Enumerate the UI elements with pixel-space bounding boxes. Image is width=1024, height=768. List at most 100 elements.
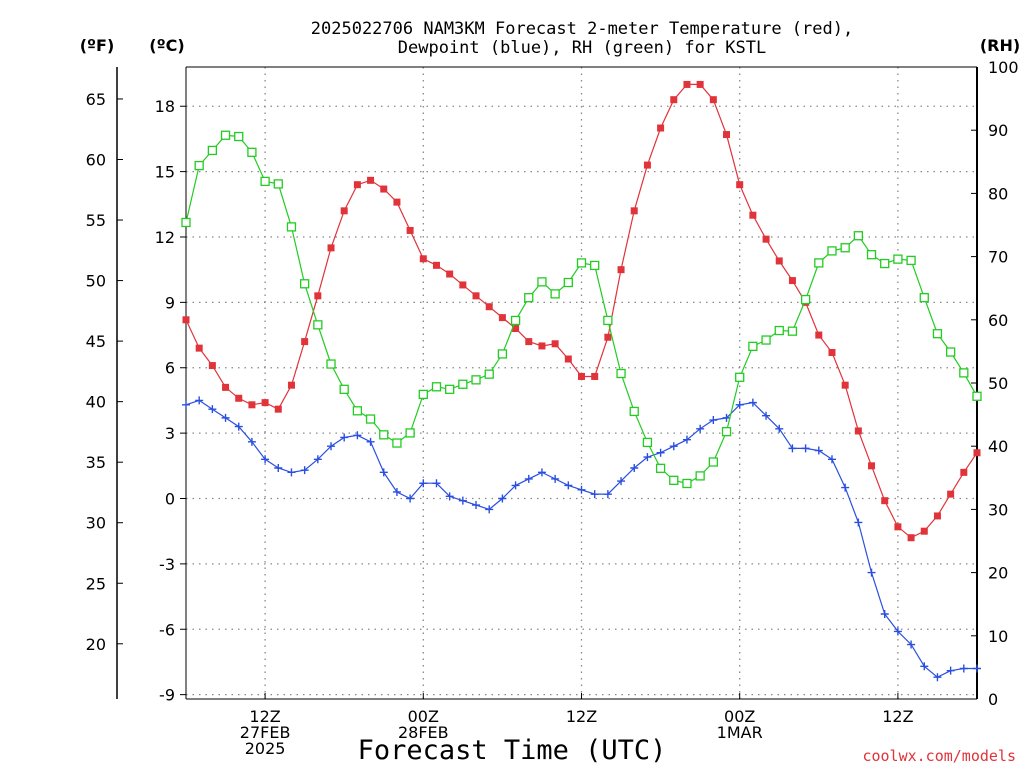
dewpoint-point xyxy=(340,433,349,442)
x-tick-label: 12Z xyxy=(249,707,280,726)
rh-point xyxy=(748,341,758,351)
temperature-point xyxy=(340,207,348,215)
x-tick-label: 00Z xyxy=(408,707,439,726)
dewpoint-point xyxy=(617,477,626,486)
temperature-point xyxy=(617,266,625,274)
rh-point xyxy=(774,325,784,336)
credit-label: coolwx.com/models xyxy=(862,747,1016,765)
dewpoint-point xyxy=(274,463,283,472)
rh-point xyxy=(392,438,402,448)
x-tick-label: 2025 xyxy=(245,739,286,758)
rh-tick-label: 100 xyxy=(988,58,1019,77)
fahrenheit-tick-label: 45 xyxy=(86,332,106,351)
rh-point xyxy=(616,368,626,379)
rh-tick-label: 20 xyxy=(988,564,1008,583)
rh-point xyxy=(840,243,850,253)
dewpoint-point xyxy=(247,437,256,446)
rh-point xyxy=(550,289,560,299)
rh-point xyxy=(207,145,218,156)
rh-tick-label: 40 xyxy=(988,437,1008,456)
temperature-point xyxy=(920,527,928,535)
dewpoint-point xyxy=(643,453,652,462)
rh-point xyxy=(695,471,705,481)
celsius-unit-label: (ºC) xyxy=(149,36,184,55)
dewpoint-point xyxy=(801,444,810,453)
rh-tick-label: 80 xyxy=(988,184,1008,203)
dewpoint-point xyxy=(577,485,586,494)
rh-point xyxy=(326,359,336,369)
x-tick-label: 12Z xyxy=(566,707,597,726)
dewpoint-point xyxy=(814,446,823,455)
temperature-point xyxy=(841,381,849,389)
celsius-tick-label: 15 xyxy=(155,163,175,182)
temperature-point xyxy=(709,96,717,104)
rh-point xyxy=(365,414,376,424)
dewpoint-point xyxy=(208,405,217,414)
temperature-point xyxy=(723,131,731,139)
temperature-point xyxy=(868,462,876,470)
temperature-point xyxy=(775,257,783,265)
temperature-point xyxy=(274,405,282,413)
dewpoint-point xyxy=(603,490,612,499)
temperature-point xyxy=(828,348,836,356)
dewpoint-point xyxy=(709,416,718,425)
temperature-point xyxy=(512,325,520,333)
dewpoint-point xyxy=(419,479,428,488)
dewpoint-point xyxy=(524,474,533,483)
rh-point xyxy=(537,277,547,287)
temperature-point xyxy=(222,383,230,391)
rh-tick-label: 70 xyxy=(988,248,1008,267)
dewpoint-point xyxy=(392,487,401,496)
x-axis-title: Forecast Time (UTC) xyxy=(358,735,667,766)
rh-unit-label: (RH) xyxy=(980,36,1020,55)
celsius-tick-label: 9 xyxy=(165,293,175,312)
rh-point xyxy=(827,246,837,256)
fahrenheit-tick-label: 30 xyxy=(86,514,106,533)
rh-point xyxy=(787,326,798,336)
fahrenheit-unit-label: (ºF) xyxy=(80,36,115,55)
dewpoint-point xyxy=(234,422,243,431)
rh-point xyxy=(379,430,389,440)
rh-point xyxy=(629,406,639,417)
rh-point xyxy=(352,406,363,416)
temperature-point xyxy=(446,270,454,278)
temperature-point xyxy=(551,340,559,348)
dewpoint-point xyxy=(762,411,771,420)
temperature-point xyxy=(947,490,955,498)
dewpoint-point xyxy=(432,479,441,488)
temperature-point xyxy=(736,181,744,189)
rh-point xyxy=(313,320,323,330)
rh-point xyxy=(273,179,283,189)
dewpoint-point xyxy=(827,455,836,464)
dewpoint-point xyxy=(946,666,955,675)
dewpoint-point xyxy=(261,455,270,464)
rh-point xyxy=(761,335,771,345)
rh-point xyxy=(906,255,916,266)
x-tick-label: 28FEB xyxy=(398,723,449,742)
dewpoint-point xyxy=(221,413,230,422)
temperature-point xyxy=(459,281,467,289)
rh-tick-label: 50 xyxy=(988,374,1008,393)
dewpoint-point xyxy=(735,400,744,409)
dewpoint-point xyxy=(366,437,375,446)
chart-title-line-1: 2025022706 NAM3KM Forecast 2-meter Tempe… xyxy=(311,19,853,39)
series-layer xyxy=(181,80,982,682)
rh-tick-label: 90 xyxy=(988,121,1008,140)
temperature-point xyxy=(419,255,427,263)
rh-point xyxy=(418,389,428,400)
dewpoint-point xyxy=(893,627,902,636)
temperature-point xyxy=(591,372,599,380)
grid-layer xyxy=(186,67,977,699)
temperature-point xyxy=(907,534,915,542)
temperature-point xyxy=(314,292,322,300)
temperature-point xyxy=(380,185,388,193)
x-tick-label: 27FEB xyxy=(240,723,291,742)
dewpoint-point xyxy=(907,640,916,649)
temperature-point xyxy=(208,362,216,370)
temperature-point xyxy=(683,80,691,88)
dewpoint-point xyxy=(669,442,678,451)
rh-point xyxy=(682,478,692,489)
axes-layer: -9-6-30369121518202530354045505560650102… xyxy=(86,58,1019,758)
rh-point xyxy=(880,258,890,269)
